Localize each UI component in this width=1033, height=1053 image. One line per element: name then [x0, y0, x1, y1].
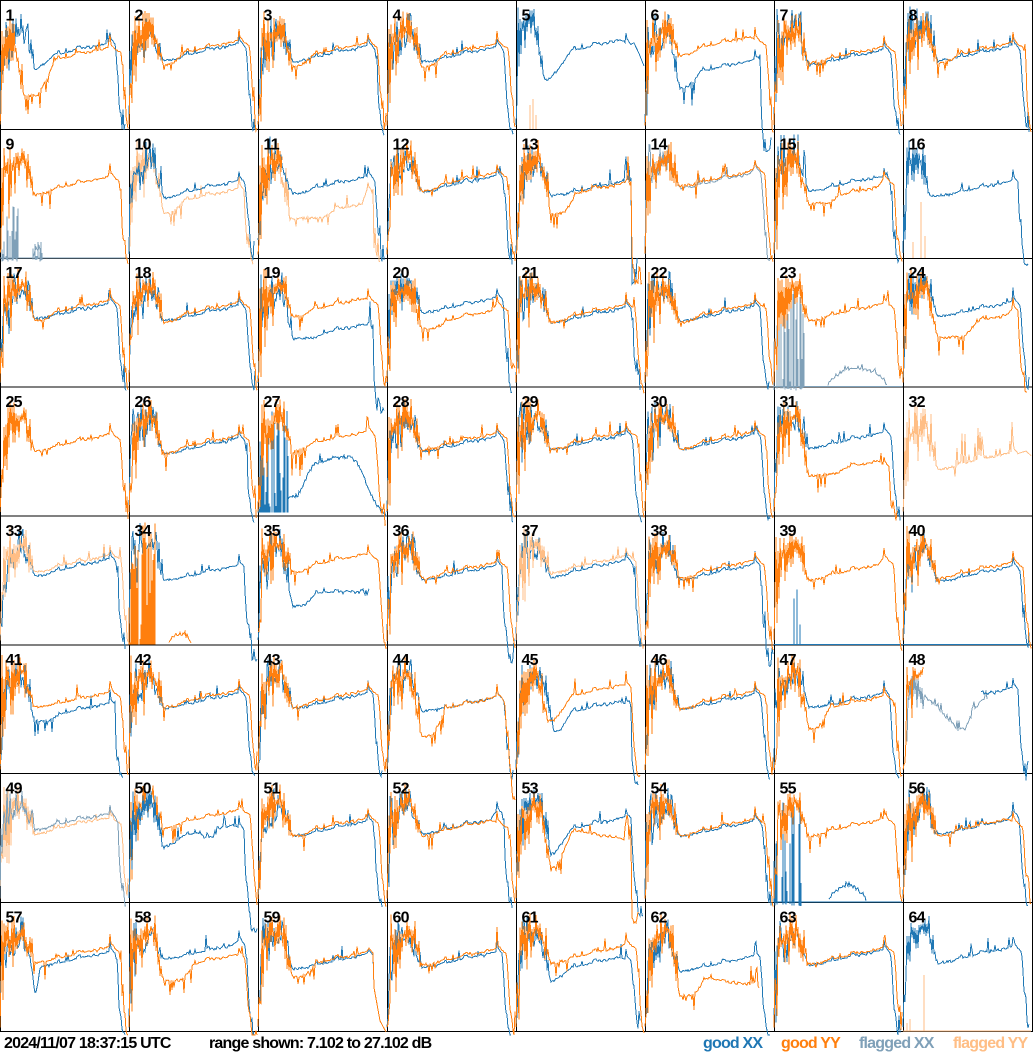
svg-text:19: 19 — [264, 265, 281, 282]
svg-text:42: 42 — [135, 652, 152, 669]
svg-text:5: 5 — [522, 7, 531, 24]
svg-text:18: 18 — [135, 265, 152, 282]
svg-text:13: 13 — [522, 136, 539, 153]
svg-text:12: 12 — [393, 136, 410, 153]
svg-text:22: 22 — [651, 265, 668, 282]
svg-text:6: 6 — [651, 7, 660, 24]
svg-text:51: 51 — [264, 781, 281, 798]
svg-text:27: 27 — [264, 394, 281, 411]
svg-text:46: 46 — [651, 652, 668, 669]
svg-text:21: 21 — [522, 265, 539, 282]
svg-text:14: 14 — [651, 136, 668, 153]
svg-text:48: 48 — [909, 652, 926, 669]
svg-text:flagged YY: flagged YY — [953, 1035, 1029, 1052]
svg-text:31: 31 — [780, 394, 797, 411]
svg-text:50: 50 — [135, 781, 152, 798]
svg-text:3: 3 — [264, 7, 273, 24]
svg-text:2024/11/07 18:37:15 UTC: 2024/11/07 18:37:15 UTC — [4, 1035, 172, 1052]
svg-text:60: 60 — [393, 910, 410, 927]
svg-text:53: 53 — [522, 781, 539, 798]
svg-text:39: 39 — [780, 523, 797, 540]
svg-text:40: 40 — [909, 523, 926, 540]
svg-text:24: 24 — [909, 265, 926, 282]
svg-text:35: 35 — [264, 523, 281, 540]
svg-text:23: 23 — [780, 265, 797, 282]
svg-text:29: 29 — [522, 394, 539, 411]
svg-text:good XX: good XX — [703, 1035, 763, 1052]
svg-text:62: 62 — [651, 910, 668, 927]
svg-text:26: 26 — [135, 394, 152, 411]
svg-text:7: 7 — [780, 7, 789, 24]
svg-text:41: 41 — [6, 652, 23, 669]
svg-text:10: 10 — [135, 136, 152, 153]
svg-text:52: 52 — [393, 781, 410, 798]
svg-text:56: 56 — [909, 781, 926, 798]
svg-text:54: 54 — [651, 781, 668, 798]
svg-text:64: 64 — [909, 910, 926, 927]
svg-text:63: 63 — [780, 910, 797, 927]
svg-text:37: 37 — [522, 523, 539, 540]
svg-text:20: 20 — [393, 265, 410, 282]
svg-text:45: 45 — [522, 652, 539, 669]
svg-text:28: 28 — [393, 394, 410, 411]
svg-text:flagged XX: flagged XX — [859, 1035, 935, 1052]
svg-text:2: 2 — [135, 7, 144, 24]
svg-text:16: 16 — [909, 136, 926, 153]
svg-text:range shown: 7.102 to 27.102 d: range shown: 7.102 to 27.102 dB — [209, 1035, 432, 1052]
svg-text:25: 25 — [6, 394, 23, 411]
svg-text:34: 34 — [135, 523, 152, 540]
svg-text:30: 30 — [651, 394, 668, 411]
svg-text:32: 32 — [909, 394, 926, 411]
svg-text:15: 15 — [780, 136, 797, 153]
svg-text:61: 61 — [522, 910, 539, 927]
svg-text:1: 1 — [6, 7, 15, 24]
svg-text:57: 57 — [6, 910, 23, 927]
svg-text:43: 43 — [264, 652, 281, 669]
svg-text:33: 33 — [6, 523, 23, 540]
svg-text:17: 17 — [6, 265, 23, 282]
svg-text:36: 36 — [393, 523, 410, 540]
svg-text:55: 55 — [780, 781, 797, 798]
svg-text:8: 8 — [909, 7, 918, 24]
svg-text:11: 11 — [264, 136, 280, 153]
svg-text:38: 38 — [651, 523, 668, 540]
svg-text:59: 59 — [264, 910, 281, 927]
svg-text:9: 9 — [6, 136, 15, 153]
svg-text:44: 44 — [393, 652, 410, 669]
svg-text:good YY: good YY — [781, 1035, 841, 1052]
svg-text:58: 58 — [135, 910, 152, 927]
svg-text:47: 47 — [780, 652, 797, 669]
svg-text:4: 4 — [393, 7, 402, 24]
svg-text:49: 49 — [6, 781, 23, 798]
